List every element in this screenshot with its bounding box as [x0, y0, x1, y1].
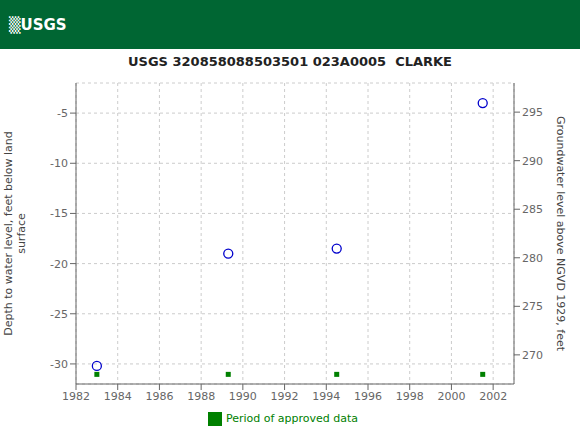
- svg-text:1988: 1988: [187, 390, 215, 403]
- svg-text:-5: -5: [57, 107, 68, 120]
- svg-text:280: 280: [522, 252, 543, 265]
- svg-text:295: 295: [522, 106, 543, 119]
- svg-text:-25: -25: [50, 308, 68, 321]
- svg-text:Depth to water level, feet bel: Depth to water level, feet below landsur…: [8, 131, 28, 336]
- svg-text:275: 275: [522, 300, 543, 313]
- html-text:▒USGS: ▒USGS: [9, 15, 67, 34]
- svg-text:-10: -10: [50, 157, 68, 170]
- svg-text:270: 270: [522, 349, 543, 362]
- svg-text:Groundwater level above NGVD 1: Groundwater level above NGVD 1929, feet: [554, 116, 567, 352]
- svg-text:2002: 2002: [479, 390, 507, 403]
- svg-text:1996: 1996: [354, 390, 382, 403]
- svg-text:1986: 1986: [145, 390, 173, 403]
- svg-text:1990: 1990: [229, 390, 257, 403]
- html-text:USGS 320858088503501 023A0005: USGS 320858088503501 023A0005 CLARKE: [128, 54, 452, 69]
- svg-text:1992: 1992: [271, 390, 299, 403]
- svg-text:2000: 2000: [437, 390, 465, 403]
- svg-text:290: 290: [522, 155, 543, 168]
- svg-text:1982: 1982: [62, 390, 90, 403]
- svg-text:1994: 1994: [312, 390, 340, 403]
- svg-text:1998: 1998: [396, 390, 424, 403]
- svg-text:-15: -15: [50, 207, 68, 220]
- html-text:Period of approved data: Period of approved data: [225, 412, 359, 425]
- svg-text:285: 285: [522, 203, 543, 216]
- svg-text:-20: -20: [50, 258, 68, 271]
- svg-text:1984: 1984: [104, 390, 132, 403]
- svg-text:-30: -30: [50, 358, 68, 371]
